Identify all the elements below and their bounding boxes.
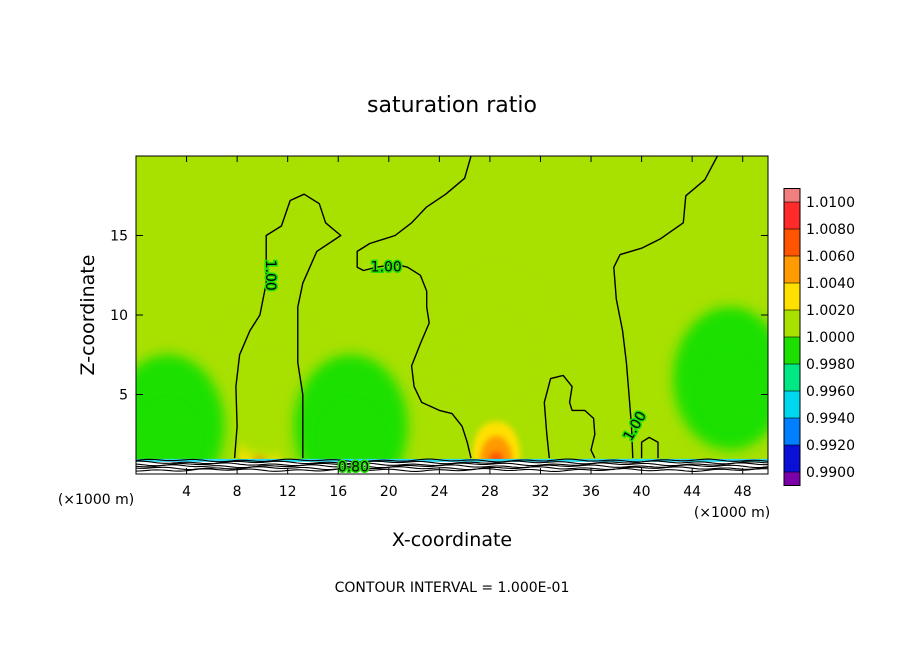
colorbar-band [784, 445, 800, 473]
y-tick-label: 15 [110, 229, 128, 245]
contour-line [543, 374, 596, 459]
colorbar-band [784, 364, 800, 392]
maximum-layer [240, 363, 298, 435]
surface-contour [136, 458, 768, 463]
x-tick-label: 12 [279, 484, 297, 500]
colorbar-label: 1.0100 [806, 195, 855, 211]
ground-surface [136, 458, 768, 474]
surface-contour [136, 468, 768, 472]
x-tick-label: 48 [734, 484, 752, 500]
contour-label: 0.80 [338, 460, 369, 476]
colorbar-band [784, 188, 800, 202]
colorbar-label: 0.9980 [806, 357, 855, 373]
colorbar-band [784, 391, 800, 419]
contour-lines [233, 156, 719, 459]
contour-line [356, 156, 472, 459]
surface-contour [136, 462, 768, 467]
x-unit-left: (×1000 m) [58, 492, 134, 508]
colorbar-label: 1.0040 [806, 276, 855, 292]
x-tick-label: 16 [329, 484, 347, 500]
colorbar-band [784, 283, 800, 311]
colorbar-band [784, 202, 800, 230]
minimum-layer [701, 355, 759, 427]
minimum-0 [673, 307, 768, 451]
minimum-1 [136, 354, 225, 474]
contour-line [233, 193, 342, 459]
y-tick-label: 5 [119, 388, 128, 404]
x-tick-label: 32 [532, 484, 550, 500]
surface-contour [136, 464, 768, 469]
x-axis: 4 8 12 16 20 24 28 32 36 40 44 48 [182, 156, 752, 500]
x-tick-label: 28 [481, 484, 499, 500]
colorbar-label: 0.9920 [806, 438, 855, 454]
x-tick-label: 44 [683, 484, 701, 500]
colorbar-label: 1.0020 [806, 303, 855, 319]
colorbar-label: 1.0000 [806, 330, 855, 346]
contour-line [613, 156, 719, 459]
x-unit-right: (×1000 m) [694, 505, 770, 521]
colorbar-band [784, 256, 800, 284]
y-axis: 5 10 15 [110, 229, 768, 404]
contour-line [640, 436, 659, 459]
y-axis-label: Z-coordinate [77, 255, 99, 376]
colorbar-label: 1.0080 [806, 222, 855, 238]
contour-label: 1.00 [371, 259, 402, 275]
contour-label: 1.00 [262, 260, 278, 291]
colorbar: 1.0100 1.0080 1.0060 1.0040 1.0020 1.0000 0.99… [783, 188, 855, 486]
maximum-layer [467, 323, 525, 396]
x-tick-label: 40 [633, 484, 651, 500]
field-anomalies [136, 275, 768, 474]
chart-title: saturation ratio [367, 93, 537, 118]
x-tick-label: 36 [582, 484, 600, 500]
maximum-2 [439, 275, 554, 419]
maximum-0 [468, 412, 525, 474]
colorbar-band [784, 229, 800, 257]
x-tick-label: 4 [182, 484, 191, 500]
colorbar-label: 0.9940 [806, 411, 855, 427]
surface-contour [136, 466, 768, 471]
x-axis-label: X-coordinate [392, 529, 512, 551]
x-tick-label: 20 [380, 484, 398, 500]
contour-interval-footer: CONTOUR INTERVAL = 1.000E-01 [335, 580, 570, 596]
colorbar-band [784, 418, 800, 446]
y-tick-label: 10 [110, 308, 128, 324]
colorbar-band [784, 310, 800, 338]
colorbar-label: 1.0060 [806, 249, 855, 265]
minimum-2 [294, 354, 408, 474]
minimum-layer [322, 403, 380, 474]
colorbar-band [784, 337, 800, 365]
colorbar-band [784, 472, 800, 486]
minimum-layer [139, 403, 197, 474]
x-tick-label: 24 [430, 484, 448, 500]
colorbar-label: 0.9900 [806, 465, 855, 481]
plot-area: 1.00 1.001.000.80 [135, 155, 769, 477]
x-tick-label: 8 [233, 484, 242, 500]
colorbar-label: 0.9960 [806, 384, 855, 400]
